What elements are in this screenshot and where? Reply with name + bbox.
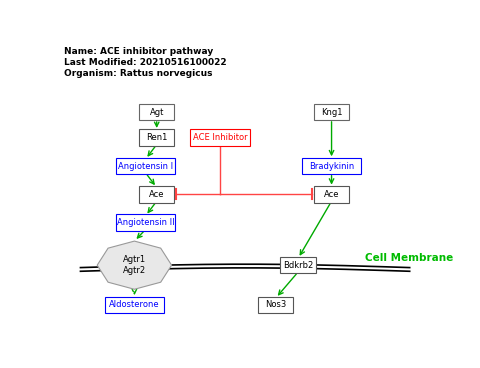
- Text: Bdkrb2: Bdkrb2: [283, 261, 313, 270]
- Text: Agtr1
Agtr2: Agtr1 Agtr2: [123, 255, 146, 275]
- Text: Bradykinin: Bradykinin: [309, 162, 354, 170]
- FancyBboxPatch shape: [116, 158, 175, 174]
- FancyBboxPatch shape: [190, 130, 250, 146]
- Text: Ace: Ace: [149, 190, 165, 199]
- Text: Nos3: Nos3: [265, 300, 287, 309]
- Text: Ace: Ace: [324, 190, 339, 199]
- FancyBboxPatch shape: [280, 257, 316, 273]
- FancyBboxPatch shape: [302, 158, 361, 174]
- Text: Cell Membrane: Cell Membrane: [365, 253, 453, 263]
- Text: Agt: Agt: [150, 108, 164, 117]
- FancyBboxPatch shape: [314, 186, 349, 202]
- FancyBboxPatch shape: [139, 130, 174, 146]
- Text: Aldosterone: Aldosterone: [109, 300, 160, 309]
- FancyBboxPatch shape: [116, 215, 175, 231]
- Text: ACE Inhibitor: ACE Inhibitor: [192, 133, 247, 142]
- Text: Angiotensin I: Angiotensin I: [118, 162, 173, 170]
- FancyBboxPatch shape: [139, 186, 174, 202]
- FancyBboxPatch shape: [105, 297, 164, 313]
- Text: Name: ACE inhibitor pathway: Name: ACE inhibitor pathway: [64, 47, 213, 56]
- Text: Organism: Rattus norvegicus: Organism: Rattus norvegicus: [64, 68, 212, 78]
- Polygon shape: [97, 241, 172, 289]
- FancyBboxPatch shape: [314, 104, 349, 120]
- FancyBboxPatch shape: [139, 104, 174, 120]
- Text: Last Modified: 20210516100022: Last Modified: 20210516100022: [64, 58, 227, 67]
- Text: Angiotensin II: Angiotensin II: [117, 218, 174, 227]
- FancyBboxPatch shape: [258, 297, 293, 313]
- Text: Ren1: Ren1: [146, 133, 168, 142]
- Text: Kng1: Kng1: [321, 108, 342, 117]
